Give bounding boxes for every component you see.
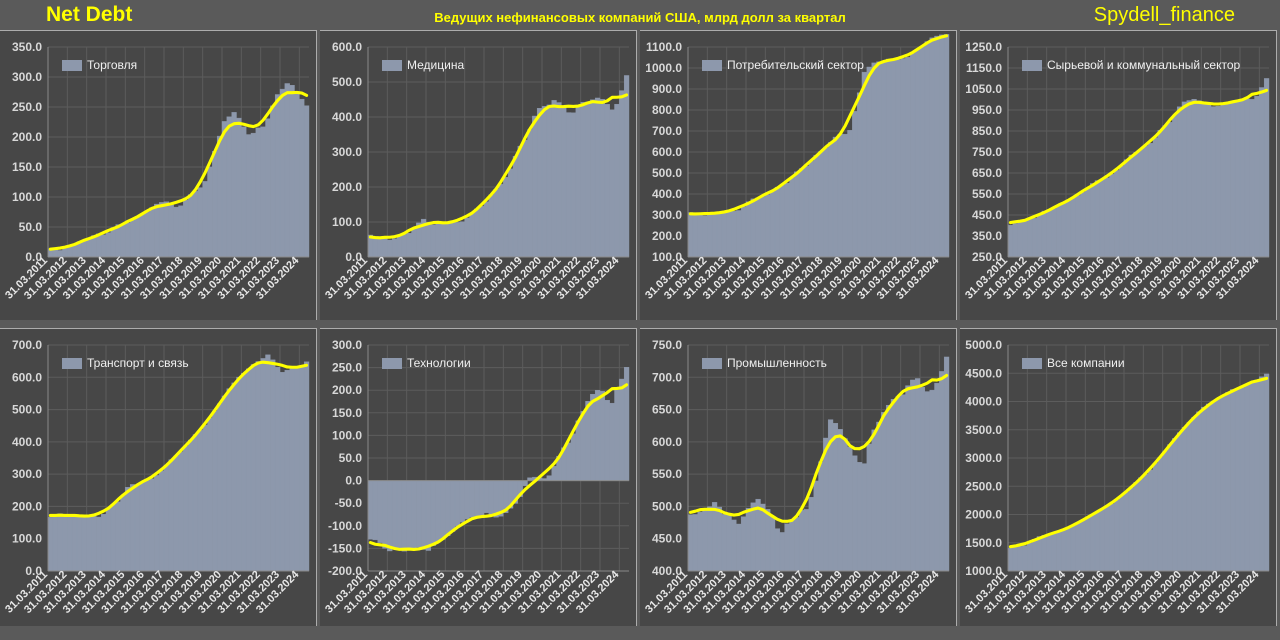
svg-text:850.0: 850.0 (972, 124, 1002, 138)
svg-text:-50.0: -50.0 (335, 496, 363, 510)
svg-text:2500.0: 2500.0 (965, 479, 1002, 493)
svg-text:400.0: 400.0 (332, 110, 362, 124)
svg-text:700.0: 700.0 (652, 124, 682, 138)
svg-text:500.0: 500.0 (652, 499, 682, 513)
svg-text:Все компании: Все компании (1047, 356, 1125, 370)
svg-text:450.0: 450.0 (972, 208, 1002, 222)
svg-text:5000.0: 5000.0 (965, 338, 1002, 352)
svg-text:1500.0: 1500.0 (965, 536, 1002, 550)
svg-text:4000.0: 4000.0 (965, 395, 1002, 409)
svg-text:4500.0: 4500.0 (965, 366, 1002, 380)
svg-text:150.0: 150.0 (12, 160, 42, 174)
svg-text:-150.0: -150.0 (328, 541, 362, 555)
svg-text:Технологии: Технологии (407, 356, 471, 370)
svg-text:1050.0: 1050.0 (965, 82, 1002, 96)
svg-text:400.0: 400.0 (652, 187, 682, 201)
svg-text:650.0: 650.0 (652, 403, 682, 417)
svg-text:600.0: 600.0 (12, 370, 42, 384)
svg-text:3000.0: 3000.0 (965, 451, 1002, 465)
svg-text:50.0: 50.0 (19, 220, 43, 234)
svg-text:1250.0: 1250.0 (965, 40, 1002, 54)
svg-text:500.0: 500.0 (652, 166, 682, 180)
svg-text:1000.0: 1000.0 (645, 61, 682, 75)
svg-text:250.0: 250.0 (332, 361, 362, 375)
svg-text:1150.0: 1150.0 (966, 61, 1002, 75)
svg-text:650.0: 650.0 (972, 166, 1002, 180)
svg-text:300.0: 300.0 (12, 70, 42, 84)
svg-text:Потребительский сектор: Потребительский сектор (727, 58, 864, 72)
svg-text:550.0: 550.0 (652, 467, 682, 481)
svg-text:600.0: 600.0 (652, 435, 682, 449)
svg-text:800.0: 800.0 (652, 103, 682, 117)
svg-text:-100.0: -100.0 (328, 519, 362, 533)
svg-text:600.0: 600.0 (332, 40, 362, 54)
svg-text:550.0: 550.0 (972, 187, 1002, 201)
svg-text:600.0: 600.0 (652, 145, 682, 159)
svg-text:750.0: 750.0 (652, 338, 682, 352)
svg-text:450.0: 450.0 (652, 532, 682, 546)
svg-text:200.0: 200.0 (332, 383, 362, 397)
svg-text:300.0: 300.0 (652, 208, 682, 222)
svg-text:300.0: 300.0 (332, 145, 362, 159)
svg-text:100.0: 100.0 (12, 532, 42, 546)
svg-text:700.0: 700.0 (12, 338, 42, 352)
svg-text:200.0: 200.0 (12, 130, 42, 144)
svg-text:250.0: 250.0 (12, 100, 42, 114)
svg-text:200.0: 200.0 (652, 229, 682, 243)
svg-text:200.0: 200.0 (332, 180, 362, 194)
svg-text:100.0: 100.0 (332, 215, 362, 229)
svg-text:50.0: 50.0 (339, 451, 363, 465)
svg-text:Сырьевой и коммунальный сектор: Сырьевой и коммунальный сектор (1047, 58, 1241, 72)
svg-text:2000.0: 2000.0 (965, 508, 1002, 522)
svg-text:900.0: 900.0 (652, 82, 682, 96)
svg-text:700.0: 700.0 (652, 370, 682, 384)
svg-text:950.0: 950.0 (972, 103, 1002, 117)
svg-text:Медицина: Медицина (407, 58, 464, 72)
svg-text:Транспорт и связь: Транспорт и связь (87, 356, 189, 370)
svg-text:750.0: 750.0 (972, 145, 1002, 159)
svg-text:150.0: 150.0 (332, 406, 362, 420)
svg-text:300.0: 300.0 (332, 338, 362, 352)
svg-text:300.0: 300.0 (12, 467, 42, 481)
svg-text:100.0: 100.0 (332, 428, 362, 442)
svg-text:1100.0: 1100.0 (646, 40, 682, 54)
svg-text:3500.0: 3500.0 (965, 423, 1002, 437)
svg-text:400.0: 400.0 (12, 435, 42, 449)
svg-text:200.0: 200.0 (12, 499, 42, 513)
svg-text:0.0: 0.0 (345, 474, 362, 488)
svg-text:Промышленность: Промышленность (727, 356, 827, 370)
svg-text:350.0: 350.0 (972, 229, 1002, 243)
svg-text:350.0: 350.0 (12, 40, 42, 54)
svg-text:Торговля: Торговля (87, 58, 137, 72)
svg-text:500.0: 500.0 (12, 403, 42, 417)
svg-text:500.0: 500.0 (332, 75, 362, 89)
svg-text:100.0: 100.0 (12, 190, 42, 204)
